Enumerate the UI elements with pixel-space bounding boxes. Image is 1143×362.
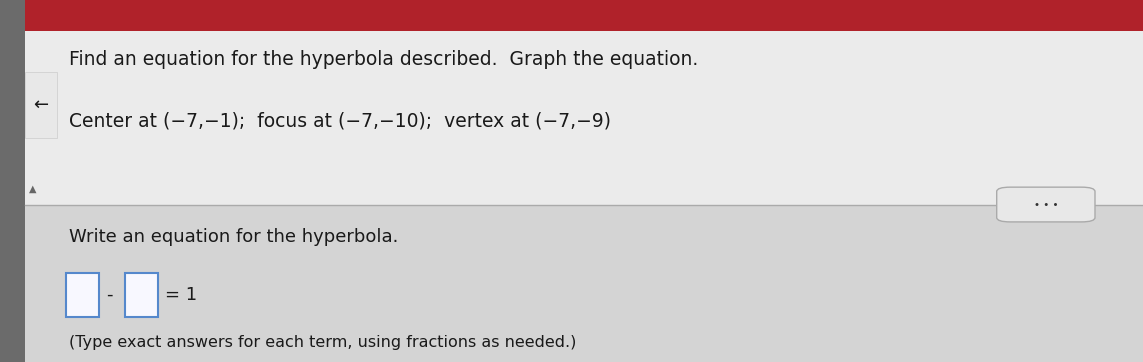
Text: (Type exact answers for each term, using fractions as needed.): (Type exact answers for each term, using… <box>69 334 576 350</box>
Text: Write an equation for the hyperbola.: Write an equation for the hyperbola. <box>69 228 398 246</box>
Text: • • •: • • • <box>1033 199 1058 210</box>
Text: Find an equation for the hyperbola described.  Graph the equation.: Find an equation for the hyperbola descr… <box>69 50 698 69</box>
Bar <box>0 205 1143 362</box>
FancyBboxPatch shape <box>125 274 158 316</box>
Bar <box>0 31 1143 205</box>
FancyBboxPatch shape <box>66 274 99 316</box>
Text: = 1: = 1 <box>165 286 197 304</box>
Bar <box>0 0 1143 31</box>
Text: -: - <box>106 286 113 304</box>
Bar <box>25 72 57 138</box>
FancyBboxPatch shape <box>997 187 1095 222</box>
Text: Center at (−7,−1);  focus at (−7,−10);  vertex at (−7,−9): Center at (−7,−1); focus at (−7,−10); ve… <box>69 112 610 131</box>
Text: ▲: ▲ <box>29 184 37 194</box>
Text: ←: ← <box>33 96 49 114</box>
Bar <box>0 0 25 362</box>
